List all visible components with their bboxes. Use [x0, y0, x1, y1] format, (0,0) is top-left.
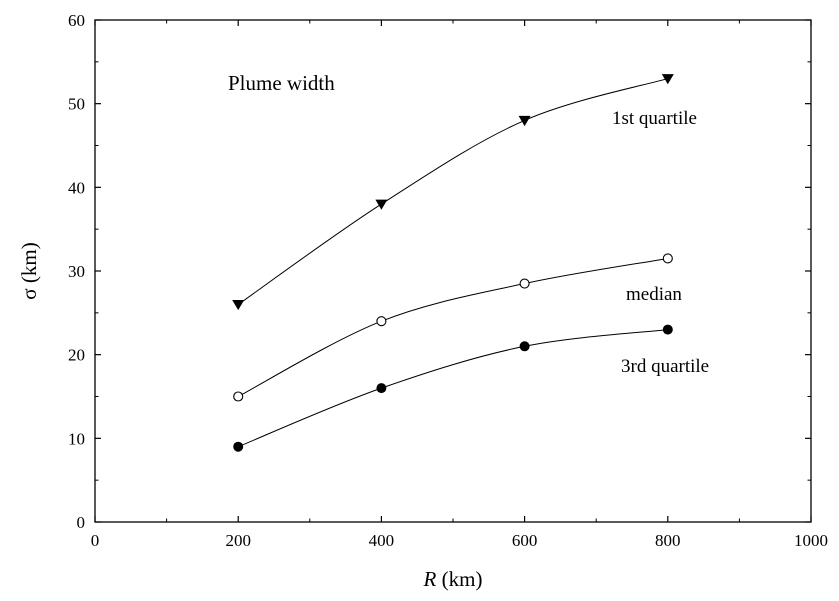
data-point-open-circle: [376, 316, 387, 327]
data-point-filled-circle: [376, 383, 387, 394]
series-lines: [237, 78, 668, 448]
data-point-open-circle: [519, 278, 530, 289]
plot-label: Plume width: [228, 71, 335, 95]
y-axis-label: σ (km): [17, 242, 41, 299]
x-tick-label: 800: [655, 531, 681, 550]
x-tick-label: 0: [91, 531, 100, 550]
axis-tick-labels: 0 200 400 600 800 1000 0 10 20 30 40 50 60: [68, 11, 828, 550]
data-point-triangle: [232, 299, 245, 311]
series-markers: [232, 74, 674, 452]
axis-ticks: [94, 19, 812, 523]
data-point-filled-circle: [519, 341, 530, 352]
series-line: [237, 257, 668, 397]
data-point-filled-circle: [233, 441, 244, 452]
y-tick-label: 40: [68, 178, 85, 197]
y-tick-label: 10: [68, 429, 85, 448]
y-tick-label: 50: [68, 95, 85, 114]
data-point-open-circle: [662, 253, 673, 264]
y-tick-label: 60: [68, 11, 85, 30]
plot-frame: [94, 19, 812, 523]
series-line: [238, 329, 668, 448]
y-tick-label: 20: [68, 346, 85, 365]
y-tick-label: 0: [77, 513, 86, 532]
series-line: [237, 78, 668, 305]
x-tick-label: 400: [369, 531, 395, 550]
series-label-3rd-quartile: 3rd quartile: [621, 356, 709, 377]
data-point-filled-circle: [662, 324, 673, 335]
series-label-median: median: [626, 284, 682, 305]
data-point-open-circle: [233, 391, 244, 402]
x-tick-label: 200: [225, 531, 251, 550]
x-tick-label: 600: [512, 531, 538, 550]
x-axis-label-unit: (km): [436, 567, 482, 591]
data-point-triangle: [661, 74, 674, 85]
x-tick-label: 1000: [794, 531, 828, 550]
y-tick-label: 30: [68, 262, 85, 281]
data-point-triangle: [375, 199, 388, 210]
series-label-1st-quartile: 1st quartile: [612, 108, 697, 129]
x-axis-label-variable: R: [423, 567, 437, 591]
data-point-triangle: [518, 115, 531, 127]
x-axis-label: R (km): [423, 567, 483, 591]
